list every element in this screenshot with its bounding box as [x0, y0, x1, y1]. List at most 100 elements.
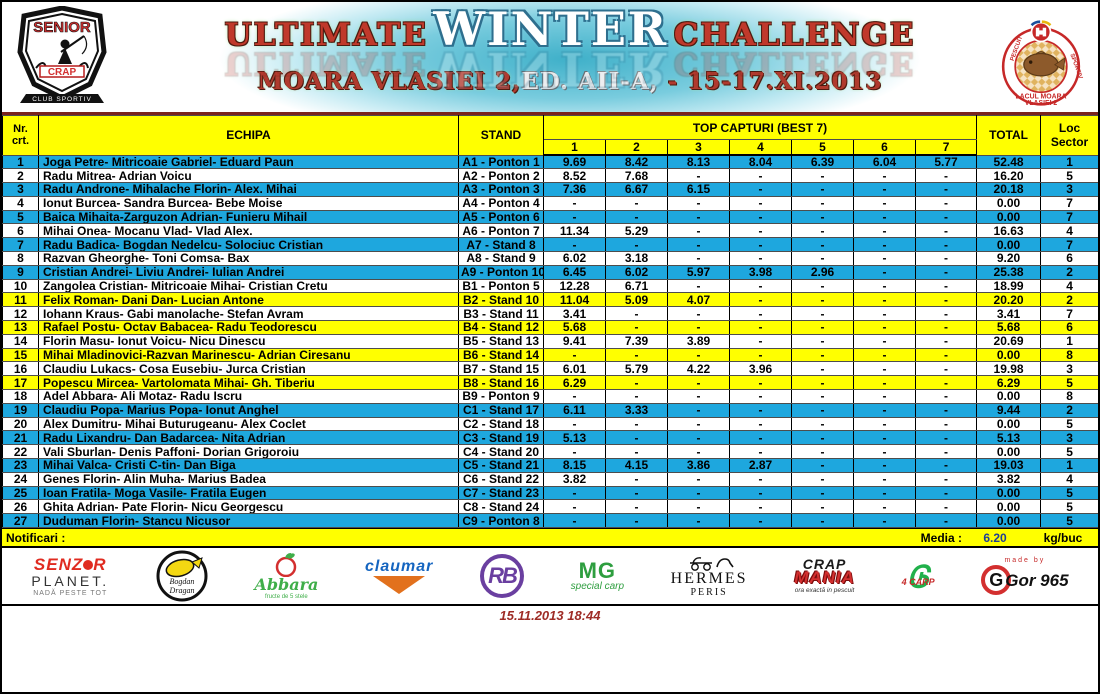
cell-stand: A3 - Ponton 3	[458, 182, 544, 197]
cell-capture-6: -	[853, 306, 916, 322]
cell-loc-sector: 6	[1040, 320, 1098, 335]
sponsor-gor965: made by G Gor 965	[981, 557, 1069, 596]
table-row: 16 Claudiu Lukacs- Cosa Eusebiu- Jurca C…	[2, 361, 1098, 377]
cell-capture-1: 9.41	[543, 333, 606, 349]
cell-stand: B7 - Stand 15	[458, 361, 544, 377]
cell-capture-1: 6.01	[543, 361, 606, 377]
cell-capture-3: 4.22	[667, 361, 730, 377]
cell-echipa: Radu Badica- Bogdan Nedelcu- Solociuc Cr…	[38, 237, 459, 253]
cell-capture-7: -	[914, 320, 978, 335]
hermes-carriage-icon	[690, 556, 734, 571]
cell-loc-sector: 5	[1040, 375, 1098, 391]
cell-nr: 5	[2, 209, 39, 225]
cell-capture-3: -	[667, 251, 730, 266]
cell-total: 3.82	[976, 471, 1042, 487]
cell-capture-3: -	[667, 168, 730, 184]
cell-capture-4: -	[729, 430, 792, 446]
cell-capture-4: 2.87	[729, 458, 792, 473]
svg-text:Dragan: Dragan	[168, 586, 194, 595]
table-row: 24 Genes Florin- Alin Muha- Marius Badea…	[2, 471, 1098, 487]
cell-nr: 19	[2, 402, 39, 418]
cell-capture-3: -	[667, 195, 730, 211]
cell-capture-2: 5.09	[605, 292, 668, 308]
sponsor-crap-mania: CRAP MANIA ora exactă in pescuit	[794, 557, 855, 595]
cell-capture-3: 8.13	[667, 154, 730, 170]
cell-capture-2: -	[605, 320, 668, 335]
cell-echipa: Mihai Onea- Mocanu Vlad- Vlad Alex.	[38, 223, 459, 239]
cell-capture-7: -	[914, 264, 978, 280]
cell-capture-2: -	[605, 416, 668, 432]
cell-capture-5: -	[791, 513, 854, 529]
cell-capture-7: -	[914, 444, 978, 460]
cell-total: 6.29	[976, 375, 1042, 391]
cell-nr: 24	[2, 471, 39, 487]
cell-nr: 27	[2, 513, 39, 529]
cell-loc-sector: 2	[1040, 264, 1098, 280]
senior-crap-club-logo: SENIOR CRAP CLUB SPORTIV	[17, 6, 107, 103]
cell-capture-1: 6.02	[543, 251, 606, 266]
sponsor-4carp: Ꮆ 4 CARP	[902, 562, 935, 592]
cell-echipa: Rafael Postu- Octav Babacea- Radu Teodor…	[38, 320, 459, 335]
sponsor-mg-special-carp: MG special carp	[571, 560, 624, 592]
cell-loc-sector: 4	[1040, 471, 1098, 487]
subtitle-edition: ED. AII-A,	[521, 68, 659, 95]
sponsor-bogdan-dragan: Bogdan Dragan	[156, 550, 208, 602]
cell-capture-3: 3.86	[667, 458, 730, 473]
cell-capture-1: -	[543, 195, 606, 211]
cell-capture-1: -	[543, 444, 606, 460]
cell-capture-3: -	[667, 209, 730, 225]
cell-capture-5: -	[791, 471, 854, 487]
cell-capture-4: -	[729, 333, 792, 349]
table-row: 26 Ghita Adrian- Pate Florin- Nicu Georg…	[2, 499, 1098, 515]
cell-capture-7: -	[914, 375, 978, 391]
cell-nr: 15	[2, 347, 39, 363]
cell-loc-sector: 1	[1040, 458, 1098, 473]
cell-nr: 12	[2, 306, 39, 322]
cell-stand: C7 - Stand 23	[458, 485, 544, 501]
cell-loc-sector: 1	[1040, 154, 1098, 170]
cell-capture-7: -	[914, 499, 978, 515]
cell-nr: 4	[2, 195, 39, 211]
cell-nr: 23	[2, 458, 39, 473]
cell-capture-7: 5.77	[914, 154, 978, 170]
cell-capture-2: -	[605, 471, 668, 487]
cell-stand: C6 - Stand 22	[458, 471, 544, 487]
sponsor-claumar: claumar	[365, 558, 433, 594]
left-logo-ribbon-text: CLUB SPORTIV	[32, 96, 92, 103]
cell-capture-1: 5.68	[543, 320, 606, 335]
cell-loc-sector: 7	[1040, 195, 1098, 211]
cell-nr: 6	[2, 223, 39, 239]
cell-capture-7: -	[914, 292, 978, 308]
cell-capture-3: -	[667, 320, 730, 335]
cell-total: 20.18	[976, 182, 1042, 197]
header-echipa: ECHIPA	[38, 115, 459, 156]
cell-loc-sector: 2	[1040, 402, 1098, 418]
media-value: 6.20	[983, 530, 1007, 545]
cell-capture-2: 5.79	[605, 361, 668, 377]
cell-total: 5.13	[976, 430, 1042, 446]
svg-text:Bogdan: Bogdan	[169, 577, 194, 586]
cell-capture-2: -	[605, 195, 668, 211]
cell-nr: 25	[2, 485, 39, 501]
cell-capture-7: -	[914, 182, 978, 197]
cell-stand: C3 - Stand 19	[458, 430, 544, 446]
cell-loc-sector: 7	[1040, 209, 1098, 225]
claumar-triangle-icon	[373, 575, 426, 594]
cell-loc-sector: 4	[1040, 223, 1098, 239]
cell-nr: 9	[2, 264, 39, 280]
cell-capture-2: 7.68	[605, 168, 668, 184]
abbara-text: Abbara	[254, 574, 319, 594]
cell-stand: B8 - Stand 16	[458, 375, 544, 391]
cell-capture-2: -	[605, 485, 668, 501]
timestamp: 15.11.2013 18:44	[499, 607, 601, 623]
cell-capture-6: -	[853, 471, 916, 487]
cell-total: 0.00	[976, 209, 1042, 225]
cell-total: 0.00	[976, 444, 1042, 460]
header-top-capturi: TOP CAPTURI (BEST 7)	[542, 115, 978, 140]
cell-capture-7: -	[914, 485, 978, 501]
cell-echipa: Ioan Fratila- Moga Vasile- Fratila Eugen	[38, 485, 459, 501]
cell-echipa: Vali Sburlan- Denis Paffoni- Dorian Grig…	[38, 444, 459, 460]
cell-stand: B3 - Stand 11	[458, 306, 544, 322]
hermes-city: PERIS	[690, 586, 728, 598]
